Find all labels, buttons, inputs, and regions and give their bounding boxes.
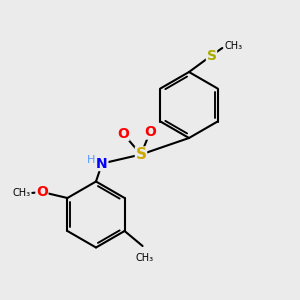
Text: CH₃: CH₃ bbox=[12, 188, 31, 199]
Text: S: S bbox=[206, 49, 217, 62]
Text: S: S bbox=[136, 147, 146, 162]
Text: O: O bbox=[117, 127, 129, 140]
Text: H: H bbox=[86, 155, 95, 165]
Text: O: O bbox=[144, 125, 156, 139]
Text: O: O bbox=[36, 185, 48, 199]
Text: N: N bbox=[96, 157, 108, 170]
Text: CH₃: CH₃ bbox=[224, 41, 242, 51]
Text: CH₃: CH₃ bbox=[135, 253, 153, 262]
